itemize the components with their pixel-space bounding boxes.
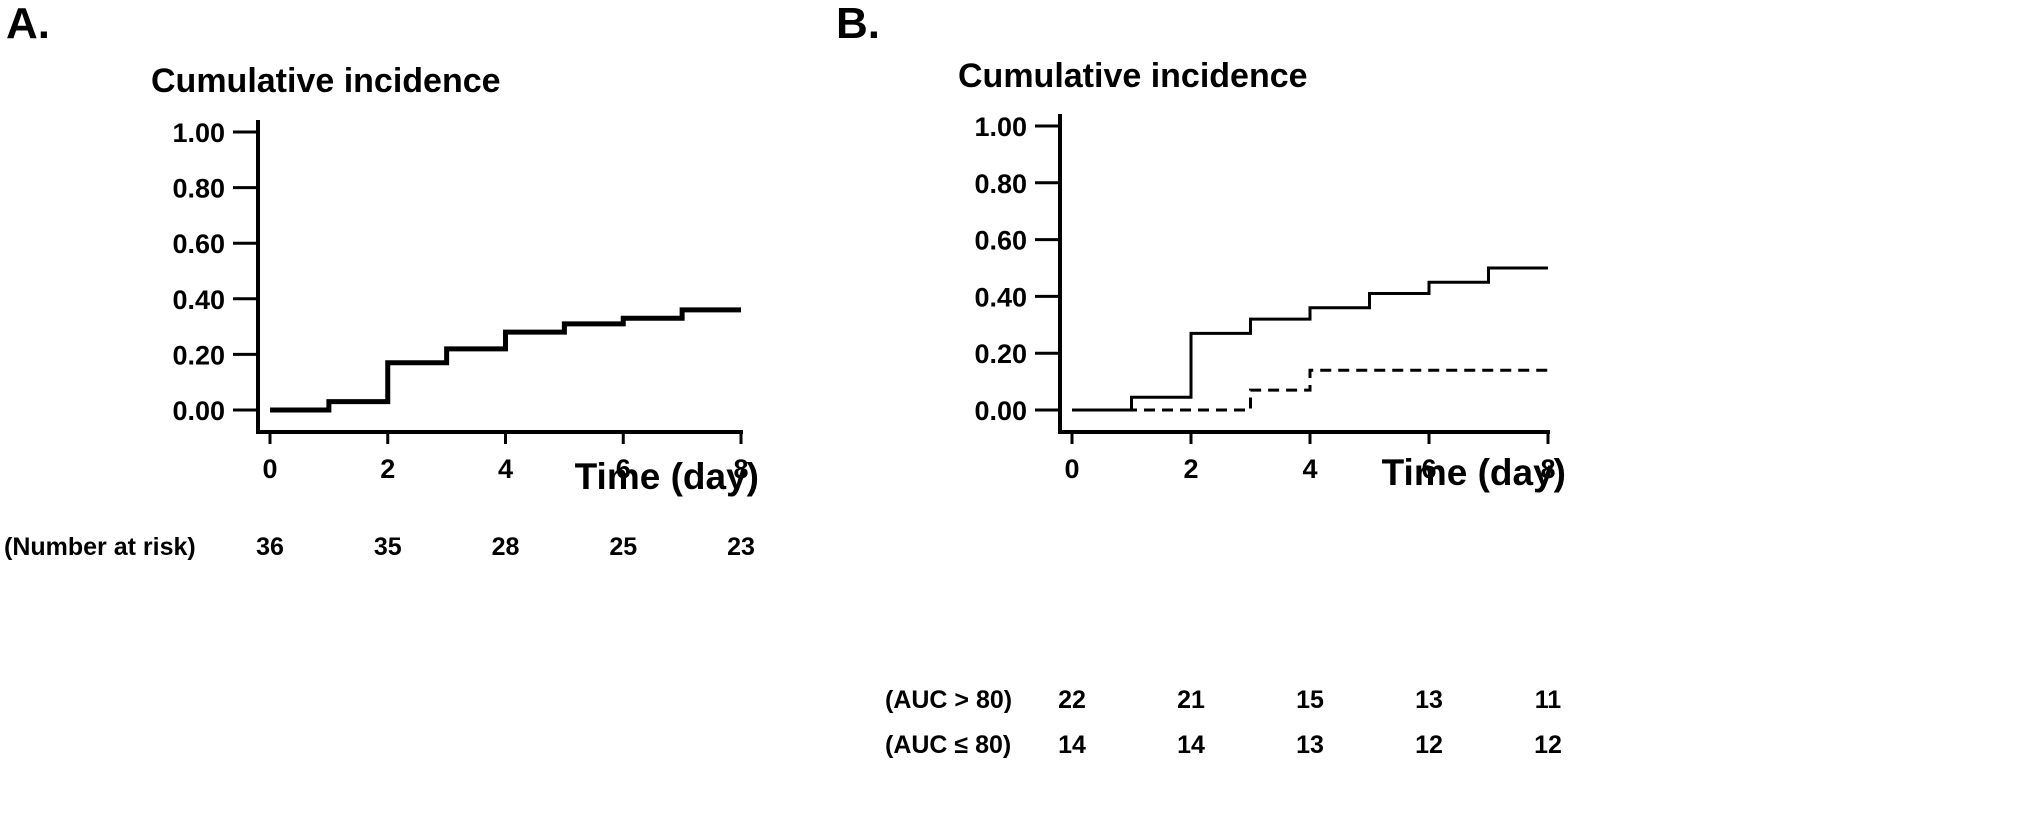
risk-value: 11 (1535, 686, 1562, 714)
risk-value: 12 (1415, 731, 1443, 759)
x-axis-label: Time (day) (1382, 452, 1566, 493)
x-tick-label: 4 (1302, 454, 1317, 484)
y-tick-label: 0.80 (974, 169, 1027, 199)
risk-value: 25 (609, 533, 637, 561)
x-tick-label: 2 (1183, 454, 1198, 484)
risk-value: 14 (1177, 731, 1205, 759)
chart-title: Cumulative incidence (151, 62, 501, 100)
km-curve-1 (1072, 266, 1548, 412)
risk-value: 23 (727, 533, 755, 561)
risk-value: 14 (1058, 731, 1086, 759)
x-tick-label: 4 (498, 454, 513, 484)
x-tick-label: 0 (262, 454, 277, 484)
chart-title: Cumulative incidence (958, 57, 1308, 95)
x-tick-label: 6 (616, 454, 631, 484)
panel-b: B. Cumulative incidence 0.00 0.20 0.40 0.60 0.… (836, 0, 1566, 759)
y-tick-label: 0.00 (172, 396, 225, 426)
km-curve-2 (1072, 368, 1548, 412)
risk-value: 13 (1296, 731, 1324, 759)
y-tick-label: 0.40 (974, 282, 1027, 312)
x-tick-label: 8 (1540, 454, 1555, 484)
risk-value: 13 (1415, 686, 1443, 714)
y-tick-label: 0.80 (172, 174, 225, 204)
y-tick-label: 0.20 (172, 340, 225, 370)
panel-letter: B. (836, 0, 880, 48)
risk-row-label: (AUC ≤ 80) (885, 731, 1011, 759)
risk-value: 21 (1177, 686, 1205, 714)
panel-letter: A. (6, 0, 50, 48)
y-tick-label: 1.00 (974, 112, 1027, 142)
risk-value: 35 (374, 533, 402, 561)
risk-row-label: (Number at risk) (4, 533, 196, 561)
risk-value: 22 (1058, 686, 1086, 714)
km-curve-1 (270, 307, 741, 413)
x-tick-label: 0 (1064, 454, 1079, 484)
y-tick-label: 0.00 (974, 396, 1027, 426)
y-tick-label: 0.60 (172, 229, 225, 259)
x-axis-label: Time (day) (575, 456, 759, 497)
x-tick-label: 8 (733, 454, 748, 484)
y-tick-label: 1.00 (172, 118, 225, 148)
y-tick-label: 0.20 (974, 339, 1027, 369)
risk-row-label: (AUC > 80) (885, 686, 1012, 714)
y-tick-label: 0.40 (172, 285, 225, 315)
risk-value: 12 (1534, 731, 1562, 759)
risk-value: 15 (1296, 686, 1324, 714)
x-tick-label: 6 (1421, 454, 1436, 484)
x-tick-label: 2 (380, 454, 395, 484)
risk-value: 36 (256, 533, 284, 561)
risk-value: 28 (492, 533, 520, 561)
y-tick-label: 0.60 (974, 226, 1027, 256)
panel-a: A. Cumulative incidence 0.00 0.20 0.40 0.60 0.… (4, 0, 759, 561)
